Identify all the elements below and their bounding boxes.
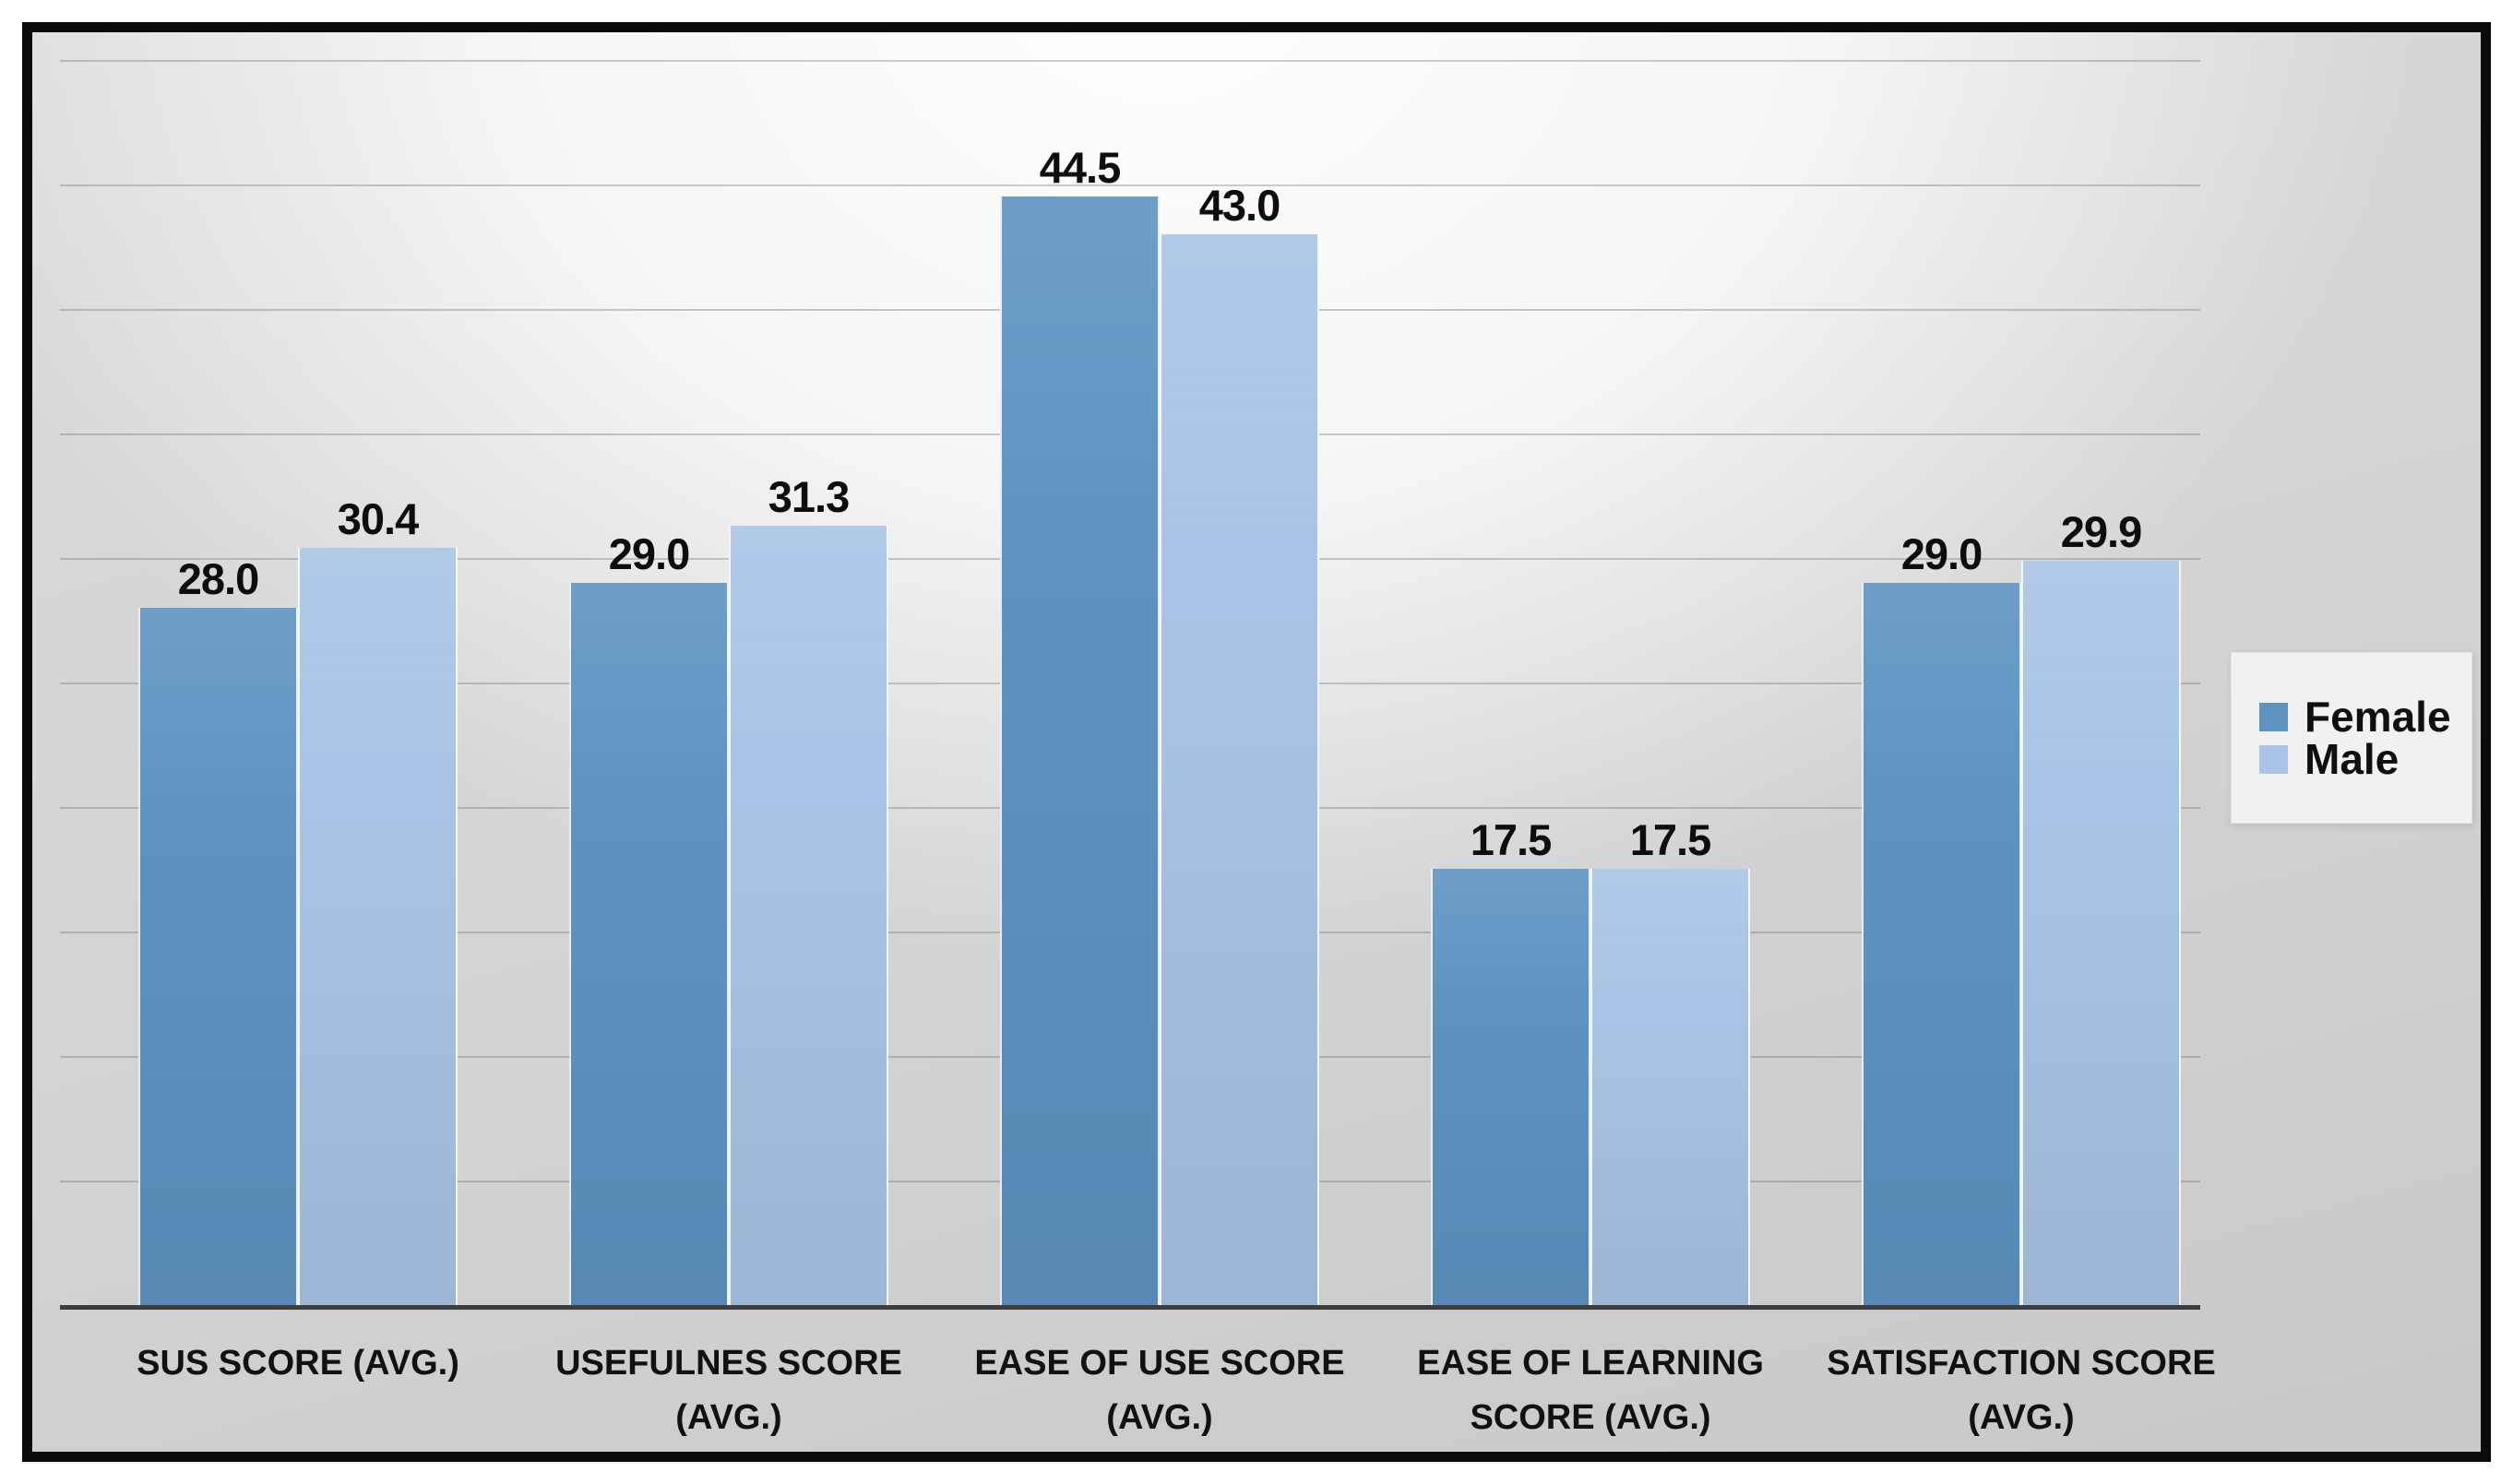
data-label-male-5: 29.9 [2060, 507, 2142, 556]
bar-female-3 [1000, 196, 1160, 1305]
legend-item-male: Male [2259, 738, 2471, 780]
legend-swatch-male [2259, 744, 2288, 774]
data-label-female-5: 29.0 [1900, 529, 1983, 578]
data-label-female-2: 29.0 [608, 529, 690, 578]
bar-male-4 [1590, 869, 1750, 1305]
data-label-female-4: 17.5 [1470, 815, 1552, 864]
chart-frame: 28.0 30.4 29.0 31.3 44.5 43.0 17.5 17.5 29.0 29.9… [22, 22, 2491, 1462]
category-label-3: EASE OF USE SCORE (AVG.) [974, 1344, 1345, 1437]
legend-item-female: Female [2259, 695, 2471, 738]
bar-female-4 [1431, 869, 1590, 1305]
category-label-1: SUS SCORE (AVG.) [137, 1344, 459, 1383]
bar-female-1 [138, 608, 298, 1305]
bar-male-5 [2021, 561, 2181, 1305]
data-label-male-2: 31.3 [768, 472, 850, 521]
bar-female-2 [569, 583, 729, 1305]
data-label-male-4: 17.5 [1629, 815, 1711, 864]
data-label-female-1: 28.0 [177, 554, 259, 603]
legend-swatch-female [2259, 702, 2288, 731]
data-label-male-3: 43.0 [1198, 181, 1280, 230]
plot-area: 28.0 30.4 29.0 31.3 44.5 43.0 17.5 17.5 29.0 29.9… [60, 32, 2216, 1437]
legend-label-male: Male [2305, 735, 2400, 783]
legend: Female Male [2231, 652, 2472, 824]
legend-items: Female Male [2259, 695, 2471, 780]
bar-female-5 [1862, 583, 2021, 1305]
gridline [60, 184, 2200, 186]
data-label-female-3: 44.5 [1039, 143, 1121, 192]
category-label-5: SATISFACTION SCORE (AVG.) [1827, 1344, 2216, 1437]
x-axis-line [60, 1305, 2200, 1310]
category-label-2: USEFULNES SCORE (AVG.) [555, 1344, 902, 1437]
bar-male-1 [298, 548, 458, 1305]
legend-label-female: Female [2305, 693, 2451, 741]
bar-male-2 [729, 526, 888, 1305]
category-label-4: EASE OF LEARNING SCORE (AVG.) [1417, 1344, 1764, 1437]
bar-male-3 [1160, 234, 1319, 1305]
data-label-male-1: 30.4 [337, 494, 419, 543]
gridline [60, 60, 2200, 62]
